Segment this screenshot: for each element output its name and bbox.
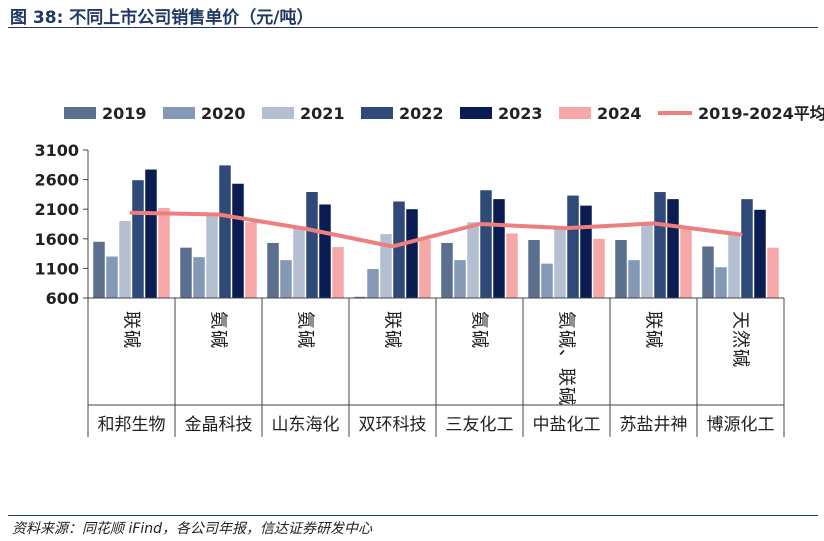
- bar-2019-中盐化工: [528, 239, 540, 298]
- bar-2021-博源化工: [728, 232, 740, 298]
- category-label-和邦生物: 和邦生物: [98, 415, 166, 435]
- legend-label-average: 2019-2024平均: [698, 104, 824, 123]
- bar-2020-苏盐井神: [628, 260, 640, 298]
- process-label-双环科技: 联碱: [382, 311, 403, 349]
- bar-2021-和邦生物: [119, 221, 131, 298]
- title-rule: [8, 27, 818, 28]
- bar-2021-三友化工: [467, 222, 479, 298]
- bar-2020-金晶科技: [193, 257, 205, 298]
- y-tick-label: 3100: [34, 141, 79, 160]
- bar-2019-博源化工: [702, 246, 714, 298]
- legend-swatch-2021: [262, 107, 294, 119]
- bar-2019-山东海化: [267, 242, 279, 298]
- y-tick-label: 600: [46, 289, 79, 308]
- bar-2024-三友化工: [506, 233, 518, 298]
- bar-2021-苏盐井神: [641, 222, 653, 298]
- legend-swatch-2022: [361, 107, 393, 119]
- legend-label-2024: 2024: [597, 104, 642, 123]
- bar-2019-三友化工: [441, 242, 453, 298]
- bar-2023-双环科技: [406, 209, 418, 298]
- bar-2022-和邦生物: [132, 180, 144, 298]
- bar-2020-双环科技: [367, 268, 379, 298]
- process-label-和邦生物: 联碱: [121, 311, 142, 349]
- process-label-博源化工: 天然碱: [730, 311, 751, 368]
- process-label-金晶科技: 氨碱: [208, 311, 229, 349]
- category-label-苏盐井神: 苏盐井神: [620, 415, 688, 435]
- bar-2024-山东海化: [332, 247, 344, 298]
- bar-2019-和邦生物: [93, 241, 105, 298]
- bar-2022-双环科技: [393, 201, 405, 298]
- category-label-三友化工: 三友化工: [446, 415, 514, 435]
- bar-2021-双环科技: [380, 234, 392, 298]
- bar-2023-中盐化工: [580, 205, 592, 298]
- bar-2019-金晶科技: [180, 247, 192, 298]
- bar-2024-双环科技: [419, 239, 431, 298]
- bar-2023-苏盐井神: [667, 199, 679, 298]
- process-label-苏盐井神: 联碱: [643, 311, 664, 349]
- category-label-中盐化工: 中盐化工: [533, 415, 601, 435]
- legend-swatch-2023: [460, 107, 492, 119]
- y-tick-label: 2600: [34, 171, 79, 190]
- bar-2024-博源化工: [767, 247, 779, 298]
- average-line: [129, 210, 743, 249]
- figure-title: 图 38: 不同上市公司销售单价（元/吨）: [10, 8, 314, 28]
- bar-2024-和邦生物: [158, 208, 170, 298]
- bar-2023-山东海化: [319, 204, 331, 298]
- bar-2023-博源化工: [754, 209, 766, 298]
- bar-2020-和邦生物: [106, 256, 118, 298]
- legend-label-2019: 2019: [102, 104, 147, 123]
- category-label-金晶科技: 金晶科技: [185, 415, 253, 435]
- legend-label-2021: 2021: [300, 104, 345, 123]
- bar-2021-金晶科技: [206, 216, 218, 298]
- legend-swatch-2020: [163, 107, 195, 119]
- bar-2019-双环科技: [354, 296, 366, 298]
- category-label-博源化工: 博源化工: [707, 415, 775, 435]
- y-tick-label: 1600: [34, 230, 79, 249]
- bar-2022-博源化工: [741, 199, 753, 298]
- bar-2023-三友化工: [493, 199, 505, 298]
- legend-label-2020: 2020: [201, 104, 246, 123]
- category-label-山东海化: 山东海化: [272, 415, 340, 435]
- source-rule: [8, 515, 818, 516]
- y-tick-label: 1100: [34, 259, 79, 278]
- bar-2019-苏盐井神: [615, 239, 627, 298]
- bar-2020-山东海化: [280, 260, 292, 298]
- bar-2021-山东海化: [293, 226, 305, 298]
- bar-2022-三友化工: [480, 190, 492, 298]
- process-label-山东海化: 氨碱: [295, 311, 316, 349]
- process-label-中盐化工: 氨碱、联碱: [556, 311, 577, 406]
- legend-label-2023: 2023: [498, 104, 543, 123]
- bar-2020-三友化工: [454, 260, 466, 298]
- bar-2023-金晶科技: [232, 183, 244, 298]
- bar-2022-中盐化工: [567, 195, 579, 298]
- bar-2024-金晶科技: [245, 222, 257, 298]
- bar-2022-金晶科技: [219, 165, 231, 298]
- bar-2024-苏盐井神: [680, 227, 692, 298]
- bar-2024-中盐化工: [593, 238, 605, 298]
- bar-2021-中盐化工: [554, 228, 566, 298]
- source-note: 资料来源：同花顺 iFind，各公司年报，信达证券研发中心: [12, 521, 373, 537]
- legend-swatch-2024: [559, 107, 591, 119]
- bar-2022-苏盐井神: [654, 192, 666, 298]
- process-label-三友化工: 氨碱: [469, 311, 490, 349]
- bar-2023-和邦生物: [145, 169, 157, 298]
- legend-swatch-2019: [64, 107, 96, 119]
- y-tick-label: 2100: [34, 200, 79, 219]
- bar-2020-博源化工: [715, 267, 727, 298]
- bar-2022-山东海化: [306, 192, 318, 298]
- legend-label-2022: 2022: [399, 104, 444, 123]
- bar-2020-中盐化工: [541, 263, 553, 298]
- category-label-双环科技: 双环科技: [359, 415, 427, 435]
